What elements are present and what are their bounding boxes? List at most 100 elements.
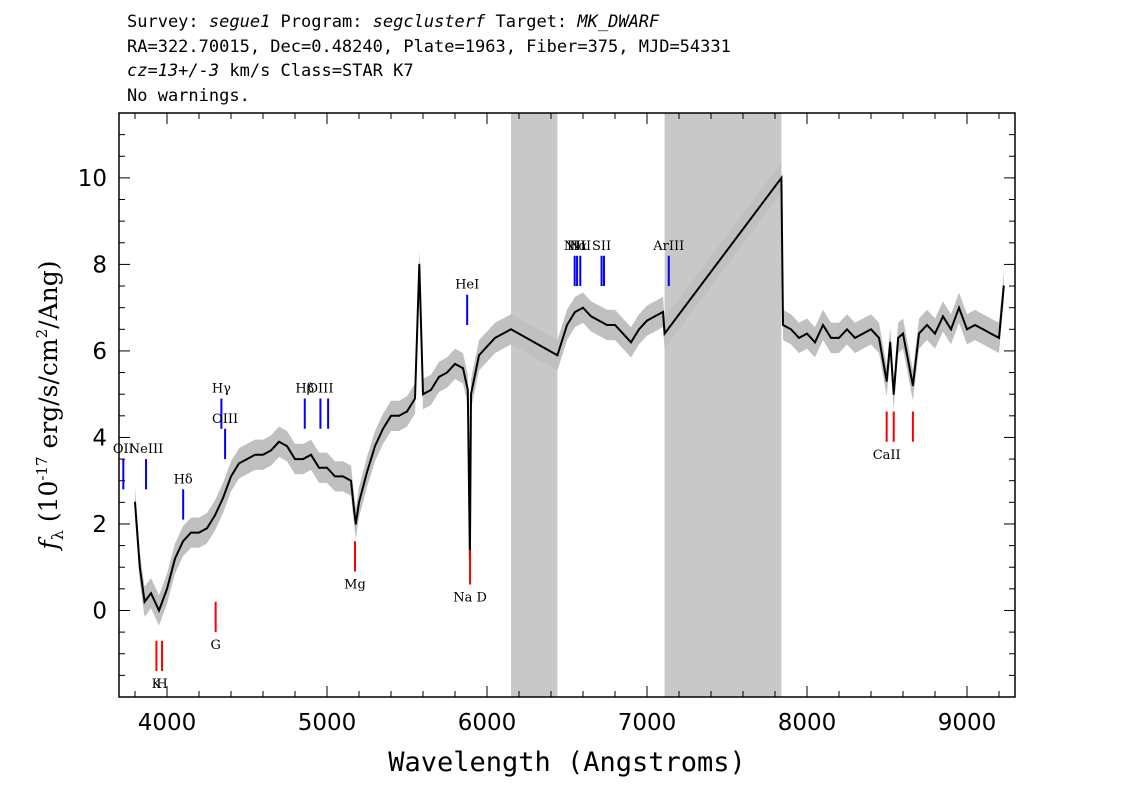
flux-point bbox=[510, 328, 512, 331]
y-tick-label: 4 bbox=[92, 425, 107, 451]
flux-point bbox=[414, 397, 416, 400]
flux-point bbox=[478, 354, 480, 357]
flux-point bbox=[998, 337, 1000, 339]
flux-point bbox=[470, 393, 472, 396]
flux-point bbox=[182, 540, 184, 543]
flux-series bbox=[134, 174, 1005, 614]
flux-point bbox=[974, 324, 976, 326]
flux-point bbox=[158, 609, 160, 612]
flux-point bbox=[214, 514, 216, 517]
flux-point bbox=[366, 471, 368, 473]
marker-label: NII bbox=[564, 239, 586, 254]
flux-point bbox=[358, 501, 360, 504]
x-tick-label: 9000 bbox=[938, 710, 997, 736]
marker-label: CaII bbox=[873, 448, 901, 463]
survey-label: Survey: bbox=[127, 12, 209, 32]
flux-point bbox=[878, 337, 880, 339]
marker-label: OIII bbox=[212, 412, 238, 427]
flux-point bbox=[150, 592, 152, 594]
x-tick-label: 6000 bbox=[458, 710, 517, 736]
flux-point bbox=[139, 566, 141, 568]
marker-label: Na D bbox=[453, 591, 487, 606]
flux-point bbox=[486, 345, 488, 348]
flux-point bbox=[166, 588, 168, 590]
flux-point bbox=[406, 410, 408, 413]
flux-point bbox=[926, 324, 928, 326]
program-label: Program: bbox=[270, 12, 373, 32]
header-line-survey: Survey: segue1 Program: segclusterf Targ… bbox=[127, 10, 1027, 35]
marker-label: OII bbox=[113, 442, 134, 457]
flux-point bbox=[870, 328, 872, 331]
flux-point bbox=[270, 449, 272, 452]
flux-point bbox=[222, 497, 224, 499]
flux-point bbox=[326, 466, 328, 469]
error-band bbox=[135, 162, 1004, 626]
flux-point bbox=[398, 415, 400, 417]
flux-point bbox=[246, 458, 248, 460]
flux-point bbox=[254, 453, 256, 456]
flux-point bbox=[382, 428, 384, 430]
flux-point bbox=[355, 523, 357, 525]
class-value: km/s Class=STAR K7 bbox=[219, 61, 414, 81]
x-tick-label: 5000 bbox=[298, 710, 357, 736]
header-line-redshift: cz=13+/-3 km/s Class=STAR K7 bbox=[127, 59, 1027, 84]
flux-point bbox=[294, 458, 296, 460]
marker-label: K bbox=[152, 677, 162, 692]
flux-point bbox=[502, 332, 504, 335]
flux-point bbox=[230, 475, 232, 478]
target-value: MK_DWARF bbox=[577, 12, 660, 32]
flux-point bbox=[897, 337, 899, 339]
marker-label: NeIII bbox=[129, 442, 163, 457]
flux-point bbox=[622, 332, 624, 335]
y-tick-label: 10 bbox=[78, 166, 107, 192]
flux-point bbox=[982, 328, 984, 331]
flux-point bbox=[912, 384, 914, 387]
header-line-coordinates: RA=322.70015, Dec=0.48240, Plate=1963, F… bbox=[127, 36, 731, 57]
flux-point bbox=[889, 341, 891, 344]
flux-point bbox=[342, 475, 344, 478]
x-axis-label: Wavelength (Angstroms) bbox=[388, 747, 746, 778]
flux-point bbox=[590, 315, 592, 318]
flux-point bbox=[574, 311, 576, 313]
marker-label: Mg bbox=[344, 578, 366, 593]
flux-point bbox=[454, 363, 456, 365]
header-line-warnings: No warnings. bbox=[127, 85, 250, 106]
flux-point bbox=[310, 453, 312, 456]
masked-region-0 bbox=[511, 113, 558, 697]
flux-point bbox=[467, 389, 469, 391]
flux-point bbox=[302, 458, 304, 460]
y-tick-label: 6 bbox=[92, 339, 107, 365]
flux-point bbox=[934, 332, 936, 335]
flux-point bbox=[966, 328, 968, 331]
target-label: Target: bbox=[485, 12, 578, 32]
flux-point bbox=[806, 332, 808, 335]
flux-point bbox=[190, 531, 192, 534]
flux-point bbox=[854, 337, 856, 339]
flux-point bbox=[902, 332, 904, 335]
flux-point bbox=[654, 315, 656, 318]
flux-point bbox=[582, 306, 584, 309]
marker-label: OIII bbox=[307, 382, 333, 397]
plot-frame bbox=[118, 112, 1016, 698]
flux-point bbox=[430, 389, 432, 391]
y-tick-label: 2 bbox=[92, 512, 107, 538]
flux-point bbox=[334, 475, 336, 478]
flux-point bbox=[374, 445, 376, 447]
x-tick-label: 8000 bbox=[778, 710, 837, 736]
flux-point bbox=[646, 319, 648, 322]
flux-point bbox=[350, 479, 352, 482]
marker-label: Hδ bbox=[174, 472, 193, 487]
flux-point bbox=[838, 337, 840, 339]
flux-point bbox=[822, 324, 824, 326]
flux-point bbox=[262, 453, 264, 456]
x-tick-label: 7000 bbox=[618, 710, 677, 736]
flux-point bbox=[446, 371, 448, 374]
x-tick-label: 4000 bbox=[138, 710, 197, 736]
flux-point bbox=[830, 337, 832, 339]
flux-point bbox=[286, 445, 288, 447]
flux-point bbox=[885, 380, 888, 383]
flux-point bbox=[846, 328, 848, 331]
marker-label: SII bbox=[592, 239, 611, 254]
